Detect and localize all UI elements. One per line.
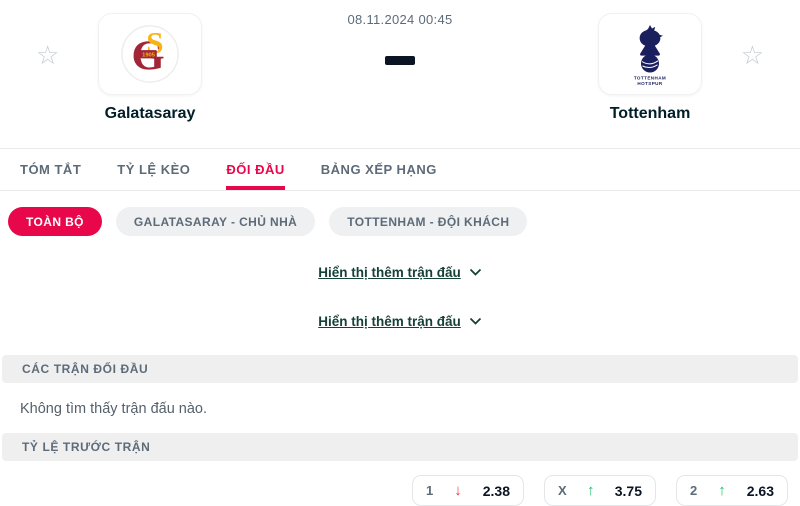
cockerel-beak — [658, 34, 663, 38]
show-more-row-2: Hiển thị thêm trận đấu — [0, 313, 800, 331]
spurs-text-line2: HOTSPUR — [637, 81, 663, 86]
tab-tom-tat[interactable]: TÓM TẮT — [20, 162, 82, 177]
show-more-row-1: Hiển thị thêm trận đấu — [0, 264, 800, 282]
arrow-up-icon: ↑ — [718, 482, 726, 499]
galatasaray-crest-icon: G S 1905 — [121, 25, 179, 83]
arrow-down-icon: ↓ — [454, 482, 462, 499]
tab-ty-le-keo[interactable]: TỶ LỆ KÈO — [117, 162, 191, 177]
odds-value-x: 3.75 — [614, 482, 642, 499]
show-more-matches-link-2[interactable]: Hiển thị thêm trận đấu — [318, 314, 482, 329]
odds-box-draw[interactable]: X ↑ 3.75 — [544, 475, 656, 506]
odds-box-away-win[interactable]: 2 ↑ 2.63 — [676, 475, 788, 506]
away-team-block[interactable]: TOTTENHAM HOTSPUR Tottenham — [598, 13, 702, 123]
chevron-down-icon — [469, 268, 481, 276]
home-team-logo-card[interactable]: G S 1905 — [98, 13, 202, 95]
match-datetime: 08.11.2024 00:45 — [347, 12, 453, 27]
h2h-section-header: CÁC TRẬN ĐỐI ĐẦU — [2, 355, 798, 383]
odds-box-home-win[interactable]: 1 ↓ 2.38 — [412, 475, 524, 506]
away-team-name[interactable]: Tottenham — [609, 105, 691, 122]
odds-row: 1 ↓ 2.38 X ↑ 3.75 2 ↑ 2.63 — [0, 461, 800, 506]
home-team-block[interactable]: G S 1905 Galatasaray — [98, 13, 202, 123]
odds-label-1: 1 — [426, 483, 434, 498]
odds-value-2: 2.63 — [746, 482, 774, 499]
h2h-filter-bar: TOÀN BỘ GALATASARAY - CHỦ NHÀ TOTTENHAM … — [0, 191, 800, 236]
tab-bang-xep-hang[interactable]: BẢNG XẾP HẠNG — [320, 162, 437, 177]
home-team-name[interactable]: Galatasaray — [104, 105, 196, 122]
tab-bar: TÓM TẮT TỶ LỆ KÈO ĐỐI ĐẦU BẢNG XẾP HẠNG — [0, 148, 800, 191]
chevron-down-icon — [469, 317, 481, 325]
h2h-empty-message: Không tìm thấy trận đấu nào. — [20, 401, 208, 417]
arrow-up-icon: ↑ — [586, 482, 595, 499]
favorite-star-icon-away[interactable]: ☆ — [740, 40, 764, 70]
match-header: 08.11.2024 00:45 ☆ G S 1905 Galatasaray — [0, 0, 800, 148]
favorite-star-icon-home[interactable]: ☆ — [36, 40, 60, 70]
tab-doi-dau[interactable]: ĐỐI ĐẦU — [226, 149, 285, 190]
away-team-logo-card[interactable]: TOTTENHAM HOTSPUR — [598, 13, 702, 95]
spurs-text-line1: TOTTENHAM — [634, 76, 666, 81]
score-placeholder-dash — [385, 56, 415, 65]
odds-value-1: 2.38 — [482, 482, 510, 499]
gala-year-text: 1905 — [142, 53, 156, 59]
tottenham-crest-icon: TOTTENHAM HOTSPUR — [634, 25, 666, 86]
odds-section-header: TỶ LỆ TRƯỚC TRẬN — [2, 433, 798, 461]
filter-tottenham-away[interactable]: TOTTENHAM - ĐỘI KHÁCH — [329, 207, 528, 236]
filter-galatasaray-home[interactable]: GALATASARAY - CHỦ NHÀ — [115, 207, 316, 236]
odds-label-2: 2 — [690, 483, 698, 498]
filter-toan-bo[interactable]: TOÀN BỘ — [8, 207, 102, 236]
odds-label-x: X — [558, 483, 567, 498]
show-more-matches-link-1[interactable]: Hiển thị thêm trận đấu — [318, 265, 482, 280]
